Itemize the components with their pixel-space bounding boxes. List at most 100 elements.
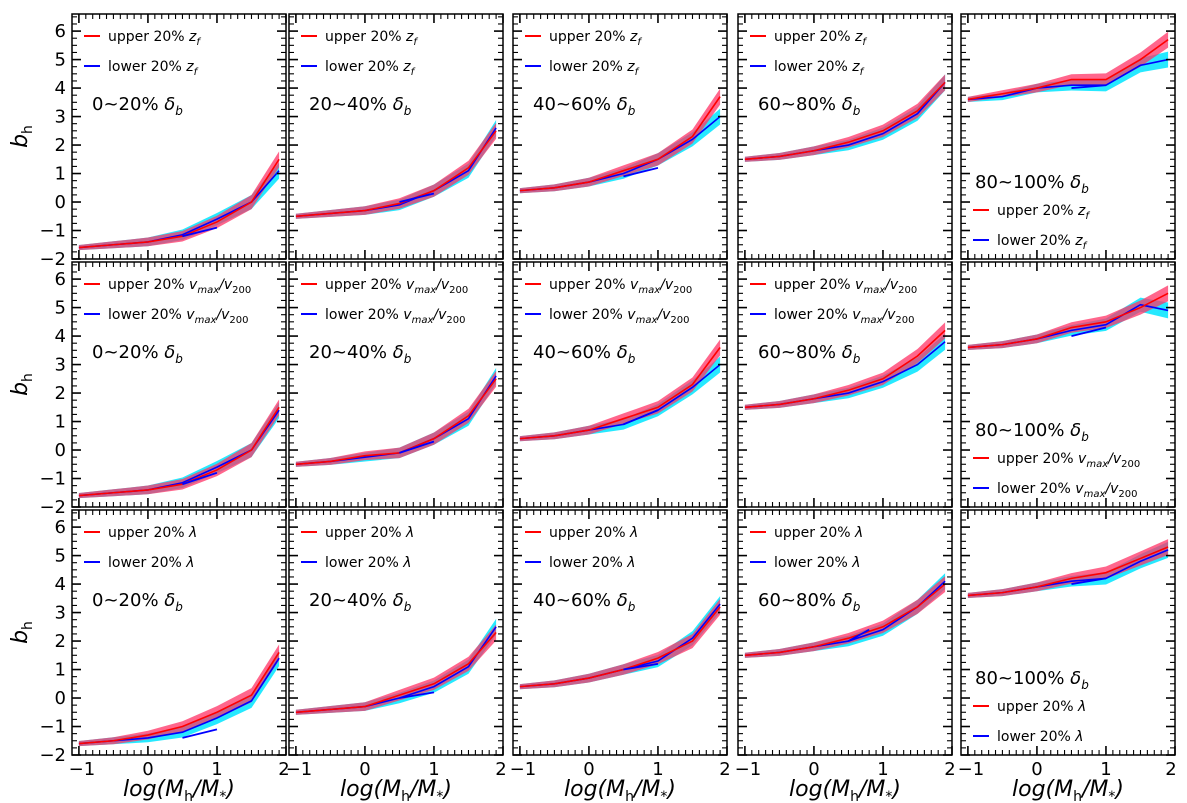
legend-lower-label: lower 20% vmax/v200	[997, 481, 1138, 500]
bin-label: 20~40% δb	[309, 94, 412, 118]
legend-upper-label: upper 20% λ	[774, 525, 863, 541]
legend-lower-label: lower 20% zf	[549, 59, 640, 78]
lower-line	[967, 58, 1169, 101]
y-tick-label: 6	[55, 517, 66, 538]
legend-upper-label: upper 20% λ	[997, 699, 1086, 715]
legend-upper-label: upper 20% vmax/v200	[108, 277, 251, 296]
panel-r0-c3: upper 20% zf lower 20% zf 60~80% δb	[737, 13, 953, 260]
legend-upper-label: upper 20% zf	[325, 29, 418, 48]
legend-lower-label: lower 20% λ	[108, 555, 195, 571]
y-tick-label: −2	[39, 745, 66, 766]
y-tick-label: 3	[55, 355, 66, 376]
legend-lower-label: lower 20% zf	[325, 59, 416, 78]
legend-lower-label: lower 20% vmax/v200	[108, 307, 249, 326]
x-tick-label: −1	[69, 759, 96, 780]
panel-frame	[960, 13, 1176, 260]
legend-lower-label: lower 20% vmax/v200	[325, 307, 466, 326]
y-tick-label: 1	[55, 164, 66, 185]
x-tick-label: 1	[1100, 759, 1111, 780]
y-tick-label: −1	[39, 717, 66, 738]
lower-short-line	[1071, 326, 1107, 337]
y-tick-label: 3	[55, 603, 66, 624]
y-tick-label: 4	[55, 326, 66, 347]
upper-line	[78, 652, 280, 745]
y-tick-label: 4	[55, 574, 66, 595]
upper-line	[967, 546, 1169, 597]
panel-r2-c4: 80~100% δb upper 20% λ lower 20% λ	[960, 509, 1176, 756]
bin-label: 80~100% δb	[975, 420, 1089, 444]
y-tick-label: 0	[55, 440, 66, 461]
x-tick-label: 0	[1031, 759, 1042, 780]
y-tick-label: 4	[55, 78, 66, 99]
panel-frame	[288, 261, 504, 508]
y-tick-label: 0	[55, 192, 66, 213]
panel-r0-c2: upper 20% zf lower 20% zf 40~60% δb	[512, 13, 728, 260]
y-tick-label: −1	[39, 469, 66, 490]
x-tick-label: 1	[211, 759, 222, 780]
bin-label: 40~60% δb	[533, 590, 636, 614]
y-tick-label: 2	[55, 631, 66, 652]
upper-line	[744, 329, 946, 409]
panel-frame	[71, 13, 287, 260]
y-tick-label: 1	[55, 412, 66, 433]
x-tick-label: 1	[877, 759, 888, 780]
upper-band	[295, 122, 497, 219]
upper-band	[744, 322, 946, 410]
y-axis-label: bh	[8, 373, 36, 396]
bin-label: 40~60% δb	[533, 94, 636, 118]
panel-r0-c1: upper 20% zf lower 20% zf 20~40% δb	[288, 13, 504, 260]
y-tick-label: 2	[55, 383, 66, 404]
panel-frame	[512, 509, 728, 756]
x-tick-label: 0	[808, 759, 819, 780]
x-tick-label: 1	[428, 759, 439, 780]
panel-frame	[960, 509, 1176, 756]
legend-lower-label: lower 20% vmax/v200	[774, 307, 915, 326]
y-tick-label: 5	[55, 50, 66, 71]
lower-short-line	[182, 471, 218, 486]
panel-frame	[288, 509, 504, 756]
upper-band	[519, 598, 721, 690]
legend-upper-label: upper 20% vmax/v200	[549, 277, 692, 296]
upper-line	[967, 38, 1169, 101]
lower-short-line	[399, 691, 435, 699]
upper-line	[295, 631, 497, 714]
x-tick-label: −1	[510, 759, 537, 780]
panel-r0-c4: 80~100% δb upper 20% zf lower 20% zf	[960, 13, 1176, 260]
legend-lower-label: lower 20% λ	[549, 555, 636, 571]
x-tick-label: −1	[286, 759, 313, 780]
panel-r0-c0: upper 20% zf lower 20% zf 0~20% δb	[71, 13, 287, 260]
upper-band	[295, 370, 497, 467]
upper-line	[519, 96, 721, 192]
panel-frame	[512, 261, 728, 508]
bin-label: 40~60% δb	[533, 342, 636, 366]
x-tick-label: 2	[719, 759, 730, 780]
legend-upper-label: upper 20% zf	[774, 29, 867, 48]
lower-band	[519, 108, 721, 194]
panel-r2-c3: upper 20% λ lower 20% λ 60~80% δb	[737, 509, 953, 756]
x-tick-label: 0	[142, 759, 153, 780]
y-tick-label: 5	[55, 546, 66, 567]
y-tick-label: 5	[55, 298, 66, 319]
legend-lower-label: lower 20% vmax/v200	[549, 307, 690, 326]
panel-frame	[737, 261, 953, 508]
y-tick-label: 1	[55, 660, 66, 681]
upper-line	[744, 583, 946, 657]
upper-band	[295, 624, 497, 715]
panel-r2-c1: upper 20% λ lower 20% λ 20~40% δb	[288, 509, 504, 756]
bin-label: 80~100% δb	[975, 668, 1089, 692]
lower-short-line	[182, 728, 218, 739]
panel-r1-c3: upper 20% vmax/v200 lower 20% vmax/v200 60…	[737, 261, 953, 508]
panel-frame	[71, 509, 287, 756]
legend-upper-label: upper 20% vmax/v200	[774, 277, 917, 296]
legend-upper-label: upper 20% λ	[108, 525, 197, 541]
lower-band	[78, 402, 280, 499]
y-axis-label: bh	[8, 125, 36, 148]
legend-lower-label: lower 20% λ	[997, 729, 1084, 745]
legend-upper-label: upper 20% vmax/v200	[997, 451, 1140, 470]
upper-band	[78, 644, 280, 747]
y-tick-label: 6	[55, 269, 66, 290]
legend-lower-label: lower 20% λ	[325, 555, 412, 571]
panel-frame	[737, 13, 953, 260]
panel-frame	[737, 509, 953, 756]
bin-label: 0~20% δb	[92, 94, 183, 118]
